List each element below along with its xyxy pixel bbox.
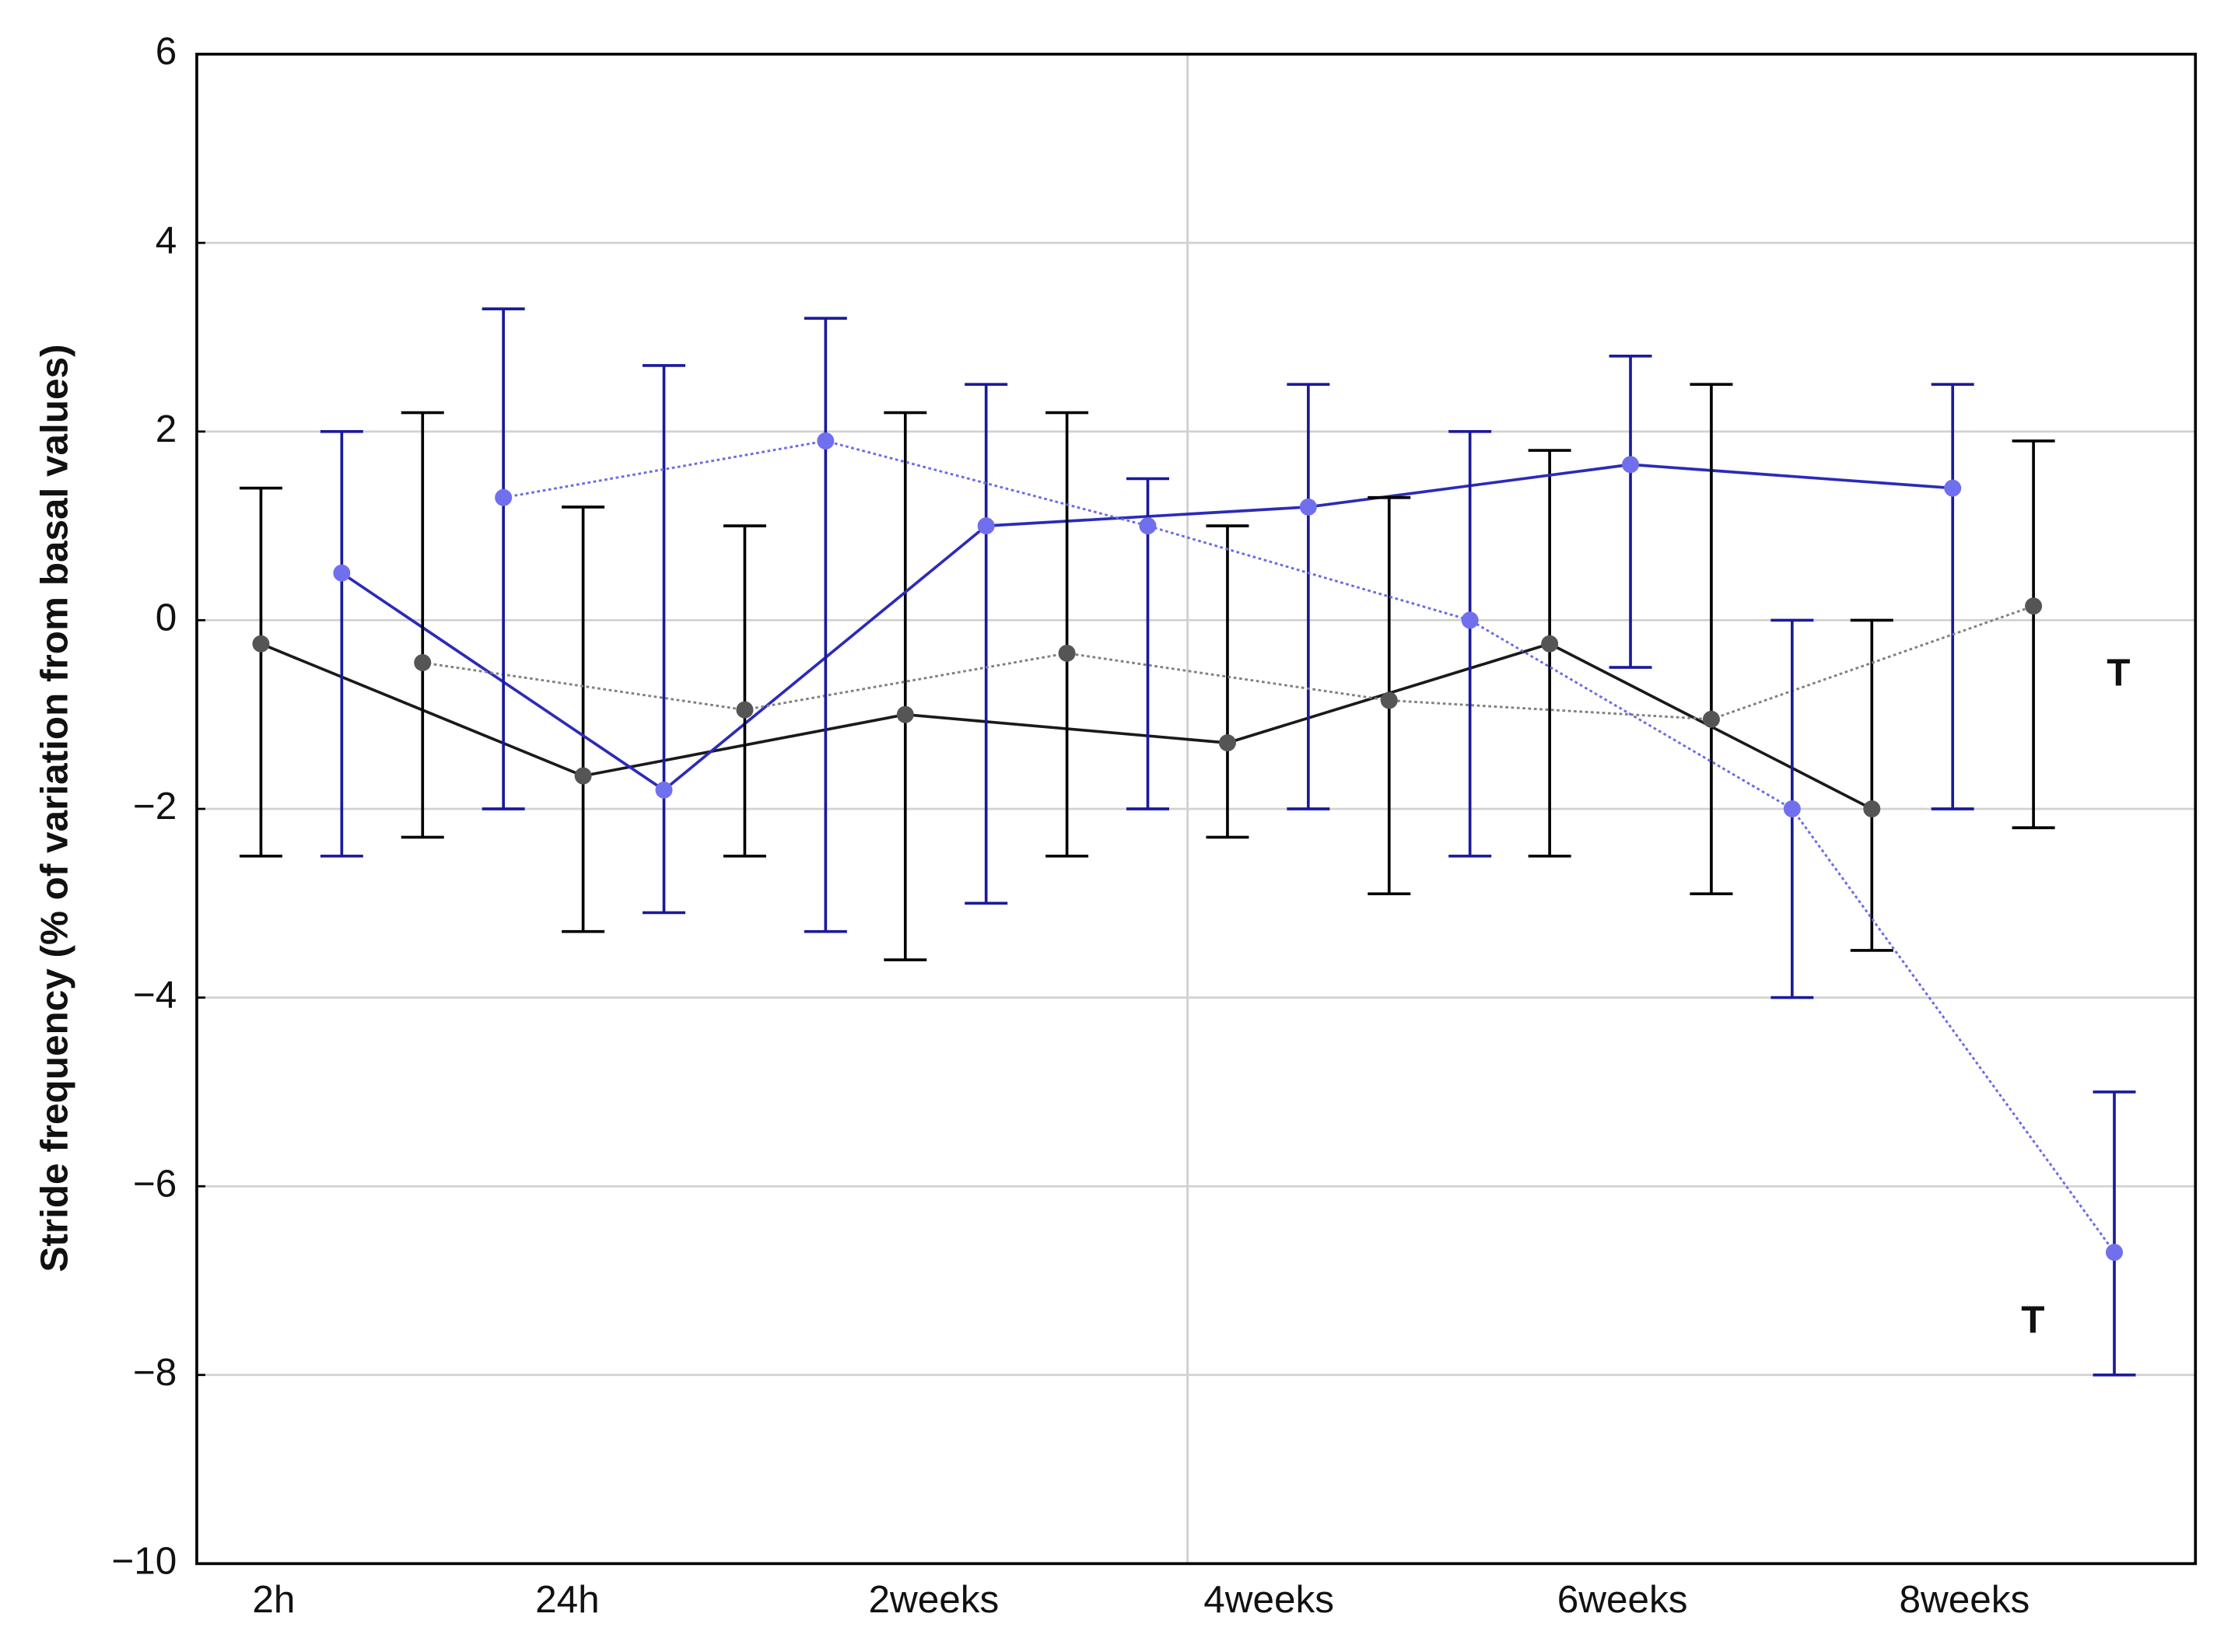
- marker: [1541, 635, 1559, 653]
- marker: [574, 767, 592, 785]
- y-tick-label: −6: [133, 1162, 177, 1205]
- marker: [495, 488, 513, 506]
- annotation: T: [2021, 1299, 2044, 1342]
- x-tick-label: 2h: [252, 1578, 295, 1621]
- marker: [1461, 611, 1479, 629]
- marker: [1380, 691, 1398, 709]
- marker: [1622, 456, 1640, 474]
- marker: [817, 432, 835, 450]
- series-line: [422, 604, 2034, 721]
- x-tick-label: 8weeks: [1900, 1578, 2030, 1621]
- plot-frame: [195, 52, 2198, 1566]
- y-tick-label: 2: [156, 408, 177, 450]
- x-tick-label: 6weeks: [1557, 1578, 1688, 1621]
- y-tick-label: 6: [156, 30, 177, 73]
- marker: [1058, 644, 1076, 662]
- marker: [1139, 517, 1157, 535]
- x-tick-label: 2weeks: [869, 1578, 1000, 1621]
- y-tick-label: −8: [133, 1351, 177, 1394]
- marker: [977, 517, 995, 535]
- marker: [414, 654, 432, 671]
- y-tick-label: 0: [156, 596, 177, 639]
- marker: [333, 564, 351, 582]
- y-tick-label: −10: [111, 1539, 177, 1582]
- marker: [252, 635, 270, 653]
- marker: [736, 701, 754, 719]
- marker: [1299, 498, 1317, 516]
- marker: [2025, 597, 2043, 615]
- marker: [1863, 800, 1881, 818]
- marker: [1702, 710, 1720, 728]
- y-tick-label: 4: [156, 219, 177, 261]
- marker: [896, 705, 914, 723]
- y-tick-label: −2: [133, 785, 177, 828]
- annotation: T: [2107, 652, 2130, 695]
- marker: [1783, 800, 1801, 818]
- y-tick-label: −4: [133, 974, 177, 1017]
- y-axis-label: Stride frequency (% of variation from ba…: [33, 345, 75, 1272]
- marker: [655, 781, 673, 799]
- marker: [1218, 734, 1236, 752]
- marker: [1944, 479, 1962, 497]
- marker: [2106, 1244, 2124, 1262]
- x-tick-label: 24h: [535, 1578, 600, 1621]
- x-tick-label: 4weeks: [1203, 1578, 1334, 1621]
- series-line: [503, 439, 2116, 1253]
